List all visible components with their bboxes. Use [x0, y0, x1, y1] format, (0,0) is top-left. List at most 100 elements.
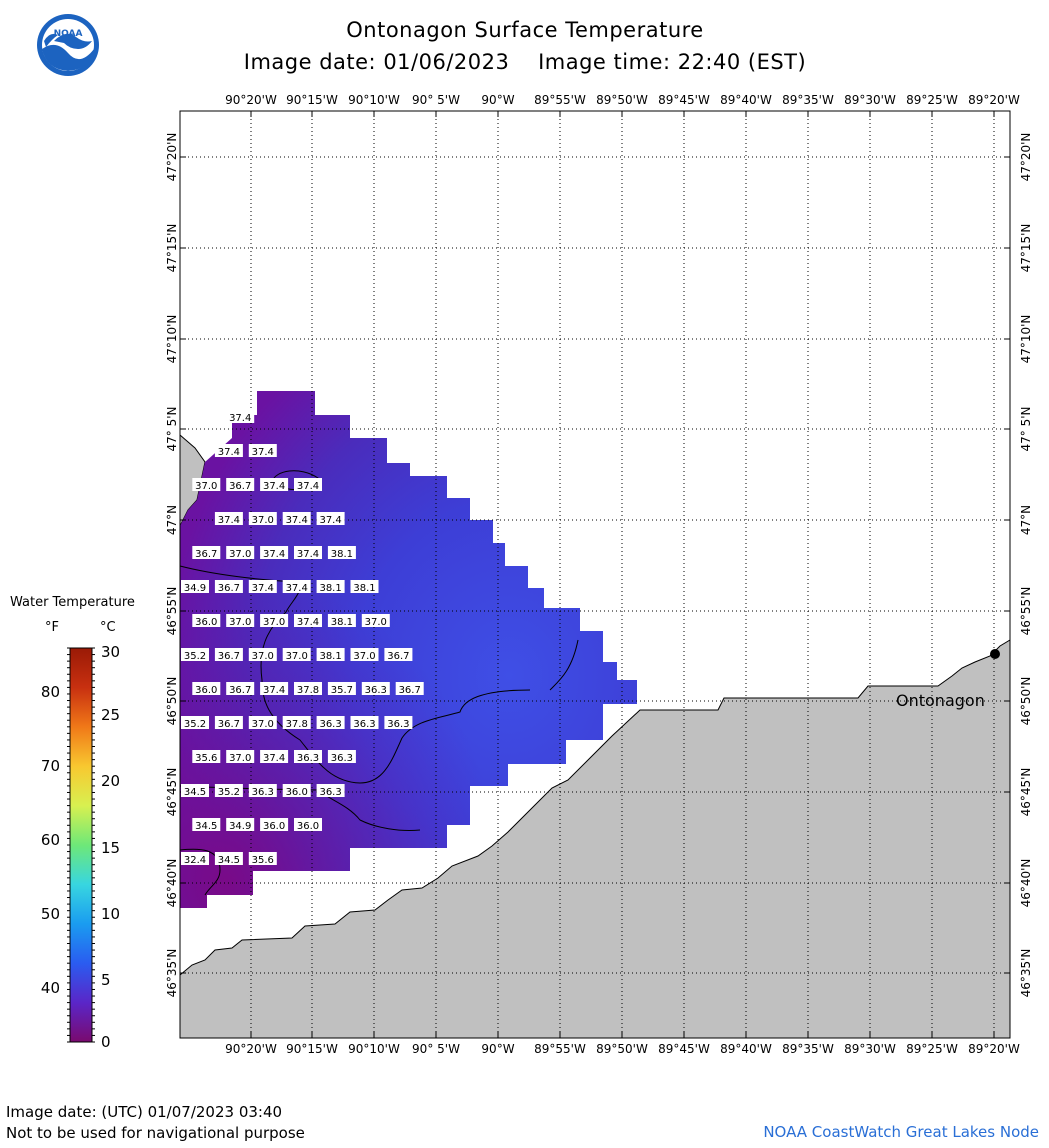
temperature-reading: 35.2: [181, 716, 209, 730]
reading-value: 36.7: [218, 651, 240, 662]
reading-box: [316, 648, 345, 661]
reading-value: 37.4: [218, 447, 240, 458]
temperature-reading: 37.8: [294, 682, 322, 696]
lat-label: 46°55'N: [165, 587, 179, 636]
temperature-reading: 37.0: [248, 716, 277, 730]
lon-label: 90°20'W: [225, 93, 277, 107]
reading-box: [192, 614, 221, 627]
lat-label: 46°40'N: [1019, 859, 1033, 908]
temperature-reading: 36.0: [260, 818, 289, 832]
temperature-reading: 35.2: [214, 784, 243, 798]
lon-label: 89°55'W: [534, 1042, 586, 1056]
reading-value: 36.3: [353, 719, 375, 730]
footer-disclaimer: Not to be used for navigational purpose: [6, 1124, 305, 1142]
reading-box: [214, 716, 243, 729]
lat-label: 47°15'N: [165, 224, 179, 273]
contour-line: [179, 848, 221, 896]
temperature-reading: 34.9: [181, 580, 209, 594]
temperature-reading: 36.7: [192, 546, 221, 560]
reading-value: 38.1: [331, 617, 353, 628]
lat-label: 47°10'N: [1019, 315, 1033, 364]
lat-label: 47°10'N: [165, 315, 179, 364]
reading-value: 37.4: [263, 753, 285, 764]
reading-value: 36.3: [365, 685, 387, 696]
reading-box: [294, 818, 322, 831]
legend-title: Water Temperature: [10, 595, 135, 610]
reading-box: [294, 478, 322, 491]
reading-value: 38.1: [319, 583, 341, 594]
reading-box: [294, 682, 322, 695]
axis-labels: 90°20'W 90°20'W 90°15'W 90°15'W 90°10'W 90°10…: [165, 93, 1033, 1056]
reading-value: 37.4: [286, 515, 308, 526]
reading-box: [316, 784, 345, 797]
temperature-reading: 36.3: [350, 716, 379, 730]
reading-value: 36.7: [229, 481, 251, 492]
temperature-reading: 36.0: [282, 784, 311, 798]
temperature-reading: 38.1: [316, 580, 345, 594]
lon-label: 90°W: [481, 93, 514, 107]
lon-label: 90°W: [481, 1042, 514, 1056]
reading-value: 37.0: [252, 651, 274, 662]
lon-label: 90° 5'W: [412, 1042, 460, 1056]
reading-value: 37.4: [263, 549, 285, 560]
map-frame: [179, 110, 1011, 1039]
legend-f-tick: 40: [41, 979, 60, 997]
lat-label: 46°55'N: [1019, 587, 1033, 636]
temperature-reading: 35.6: [192, 750, 221, 764]
reading-box: [260, 478, 289, 491]
reading-box: [226, 818, 255, 831]
reading-box: [350, 580, 379, 593]
reading-box: [361, 614, 390, 627]
reading-value: 37.4: [286, 583, 308, 594]
reading-value: 35.6: [195, 753, 217, 764]
reading-value: 37.0: [286, 651, 308, 662]
reading-value: 36.7: [399, 685, 421, 696]
temperature-reading: 36.7: [226, 478, 255, 492]
reading-value: 37.4: [252, 447, 274, 458]
reading-value: 37.0: [229, 549, 251, 560]
temperature-reading: 36.7: [384, 648, 413, 662]
reading-value: 37.4: [218, 515, 240, 526]
reading-box: [181, 580, 209, 593]
temperature-reading: 37.4: [248, 580, 277, 594]
reading-value: 36.0: [286, 787, 308, 798]
reading-value: 37.0: [353, 651, 375, 662]
reading-box: [214, 648, 243, 661]
ontonagon-label: Ontonagon: [896, 691, 985, 710]
reading-value: 37.4: [252, 583, 274, 594]
lon-label: 89°55'W: [534, 93, 586, 107]
reading-value: 37.4: [297, 617, 319, 628]
lat-label: 46°40'N: [165, 859, 179, 908]
temperature-reading: 37.0: [361, 614, 390, 628]
reading-box: [214, 580, 243, 593]
footer-left: Image date: (UTC) 01/07/2023 03:40 Not t…: [6, 1102, 305, 1144]
reading-value: 34.5: [195, 821, 217, 832]
reading-value: 38.1: [319, 651, 341, 662]
temperature-reading: 37.0: [248, 648, 277, 662]
temperature-reading: 36.7: [214, 648, 243, 662]
reading-value: 36.3: [331, 753, 353, 764]
legend-c-tick: 20: [101, 772, 120, 790]
lon-label: 89°40'W: [720, 93, 772, 107]
reading-box: [282, 648, 311, 661]
temperature-reading: 37.4: [214, 444, 243, 458]
reading-box: [395, 682, 424, 695]
lon-label: 90°15'W: [286, 1042, 338, 1056]
reading-box: [248, 784, 277, 797]
reading-value: 36.3: [252, 787, 274, 798]
legend-c-tick: 15: [101, 839, 120, 857]
reading-box: [214, 852, 243, 865]
lat-label: 47°N: [1019, 505, 1033, 535]
ontonagon-marker: [990, 649, 1000, 659]
temperature-reading: 35.6: [248, 852, 277, 866]
temperature-reading: 36.3: [294, 750, 322, 764]
reading-box: [226, 410, 255, 423]
lon-label: 89°35'W: [782, 93, 834, 107]
reading-value: 36.7: [218, 583, 240, 594]
reading-value: 34.5: [184, 787, 206, 798]
reading-value: 37.0: [252, 719, 274, 730]
legend-f-tick: 60: [41, 831, 60, 849]
reading-box: [350, 716, 379, 729]
south-shore-land: [179, 639, 1011, 1039]
